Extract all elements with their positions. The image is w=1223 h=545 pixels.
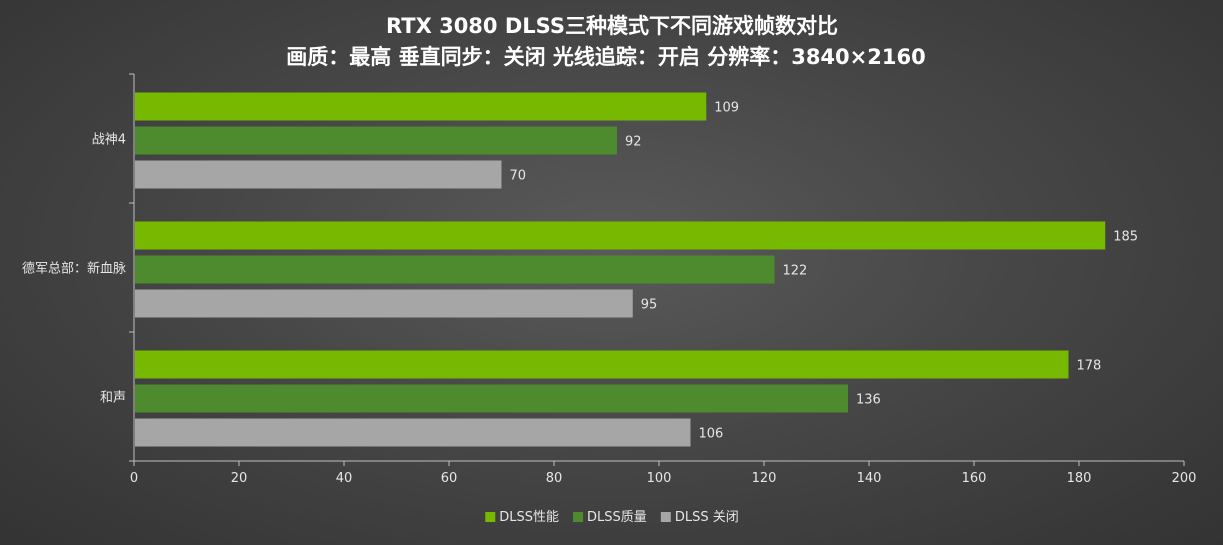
bar (135, 255, 775, 284)
legend-swatch (573, 512, 584, 522)
legend-swatch (485, 512, 496, 522)
data-label: 109 (714, 101, 739, 116)
data-label: 70 (510, 169, 527, 184)
bar (135, 221, 1106, 250)
x-tick-label: 140 (857, 471, 882, 486)
legend-items: DLSS性能 DLSS质量 DLSS 关闭 (485, 510, 739, 525)
x-tick-label: 0 (130, 471, 138, 486)
bar (135, 289, 633, 318)
x-tick-label: 40 (336, 471, 353, 486)
x-tick-label: 80 (546, 471, 563, 486)
data-label: 136 (856, 393, 881, 408)
x-tick-label: 160 (962, 471, 987, 486)
bar (135, 418, 691, 447)
x-tick-label: 20 (231, 471, 248, 486)
bar (135, 350, 1069, 379)
legend: DLSS性能 DLSS质量 DLSS 关闭 (485, 510, 739, 525)
data-label: 178 (1077, 359, 1102, 374)
data-label: 185 (1113, 230, 1138, 245)
bar (135, 160, 502, 189)
chart-subtitle: 画质：最高 垂直同步：关闭 光线追踪：开启 分辨率：3840×2160 (286, 45, 925, 69)
x-tick-label: 180 (1067, 471, 1092, 486)
x-tick-label: 120 (752, 471, 777, 486)
category-label: 战神4 (92, 133, 126, 148)
x-tick-label: 200 (1172, 471, 1197, 486)
data-label: 106 (699, 427, 724, 442)
data-label: 122 (783, 264, 808, 279)
bar (135, 92, 707, 121)
category-label: 和声 (100, 391, 126, 406)
legend-label: DLSS 关闭 (675, 510, 739, 525)
legend-label: DLSS性能 (499, 510, 559, 525)
bars: 109 92 70 185 122 95 178 136 106 (135, 92, 1138, 447)
x-tick-label: 60 (441, 471, 458, 486)
bar (135, 126, 617, 155)
data-label: 92 (625, 135, 642, 150)
data-label: 95 (641, 298, 658, 313)
legend-swatch (660, 512, 671, 522)
x-tick-label: 100 (647, 471, 672, 486)
category-label: 德军总部：新血脉 (22, 261, 126, 277)
legend-label: DLSS质量 (587, 510, 647, 525)
chart-title: RTX 3080 DLSS三种模式下不同游戏帧数对比 (386, 14, 838, 38)
bar (135, 384, 848, 413)
